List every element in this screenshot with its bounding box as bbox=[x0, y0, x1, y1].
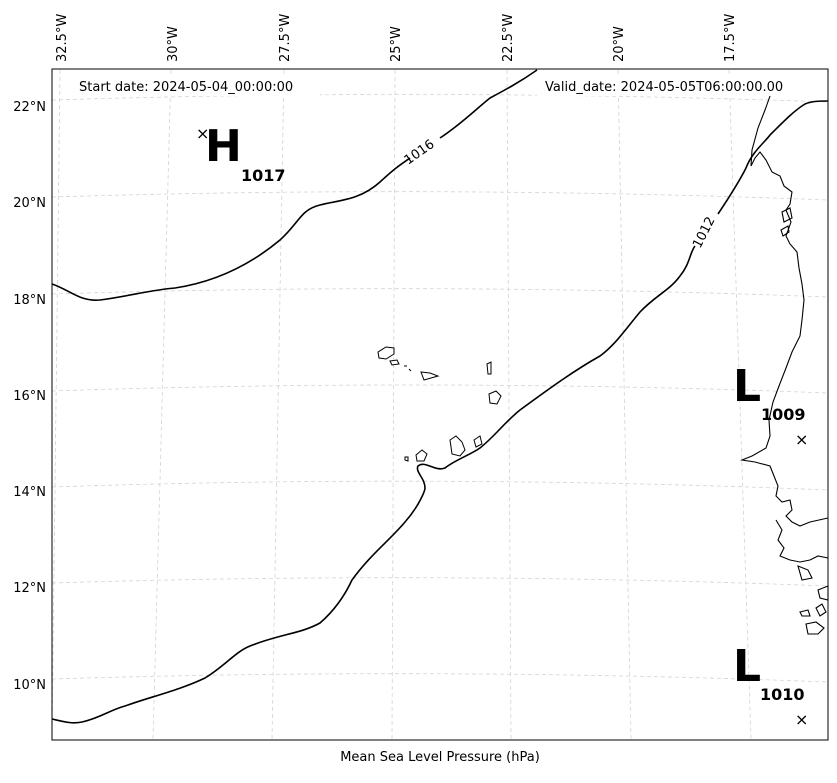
isobar-1012 bbox=[51, 100, 829, 724]
low1-center-value: 1009 bbox=[761, 405, 806, 424]
lat-label: 22°N bbox=[13, 100, 46, 115]
isobar-label-1012: 1012 bbox=[690, 215, 718, 251]
high-pressure-center: × H 1017 bbox=[196, 121, 286, 185]
lat-label: 20°N bbox=[13, 196, 46, 211]
lat-label: 10°N bbox=[13, 678, 46, 693]
low-pressure-center-2: L 1010 × bbox=[733, 641, 808, 729]
low1-center-letter: L bbox=[733, 361, 761, 412]
lat-label: 18°N bbox=[13, 293, 46, 308]
graticule bbox=[51, 69, 829, 741]
start-date-bg bbox=[70, 74, 320, 96]
low1-center-marker: × bbox=[795, 430, 808, 449]
lon-label: 30°W bbox=[166, 26, 181, 62]
isobar-labels: 1016 1012 bbox=[402, 137, 719, 251]
isobar-1016 bbox=[51, 69, 538, 301]
cape-verde-islands bbox=[377, 346, 502, 462]
high-center-letter: H bbox=[205, 121, 242, 172]
isobar-label-1016: 1016 bbox=[402, 137, 438, 168]
map-frame bbox=[51, 68, 829, 741]
valid-date-bg bbox=[537, 74, 807, 96]
start-date-label: Start date: 2024-05-04_00:00:00 bbox=[79, 80, 293, 95]
lon-label: 17.5°W bbox=[723, 14, 738, 62]
low2-center-marker: × bbox=[795, 710, 808, 729]
latitude-labels: 22°N 20°N 18°N 16°N 14°N 12°N 10°N bbox=[13, 100, 46, 693]
lon-label: 27.5°W bbox=[278, 14, 293, 62]
longitude-labels: 32.5°W 30°W 27.5°W 25°W 22.5°W 20°W 17.5… bbox=[55, 14, 738, 62]
lon-label: 20°W bbox=[612, 26, 627, 62]
low-pressure-center-1: L 1009 × bbox=[733, 361, 808, 449]
lon-label: 25°W bbox=[389, 26, 404, 62]
low2-center-letter: L bbox=[733, 641, 761, 692]
coastline bbox=[739, 95, 829, 635]
lat-label: 14°N bbox=[13, 485, 46, 500]
high-center-marker: × bbox=[196, 124, 209, 143]
lat-label: 12°N bbox=[13, 581, 46, 596]
lon-label: 22.5°W bbox=[501, 14, 516, 62]
low2-center-value: 1010 bbox=[760, 685, 805, 704]
lon-label: 32.5°W bbox=[55, 14, 70, 62]
lat-label: 16°N bbox=[13, 389, 46, 404]
valid-date-label: Valid_date: 2024-05-05T06:00:00.00 bbox=[545, 80, 783, 95]
map-caption: Mean Sea Level Pressure (hPa) bbox=[340, 750, 540, 765]
high-center-value: 1017 bbox=[241, 166, 286, 185]
